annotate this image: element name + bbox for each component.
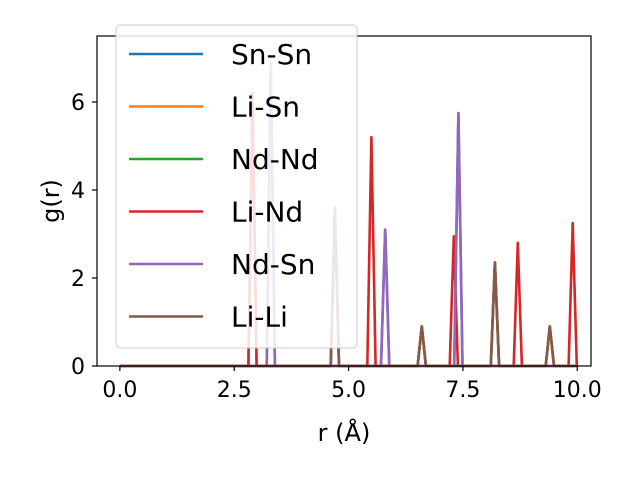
legend-label: Sn-Sn	[231, 38, 312, 71]
legend-label: Li-Sn	[231, 91, 300, 124]
y-axis-ticks: 0 2 4 6	[71, 91, 97, 380]
y-tick-label: 6	[71, 91, 85, 116]
y-tick-label: 0	[71, 355, 85, 380]
x-axis-ticks: 0.0 2.5 5.0 7.5 10.0	[102, 366, 602, 403]
y-axis-label: g(r)	[37, 179, 65, 223]
legend-label: Nd-Nd	[231, 143, 319, 176]
x-tick-label: 5.0	[331, 378, 366, 403]
legend-items: Sn-Sn Li-Sn Nd-Nd Li-Nd Nd-Sn Li-Li	[129, 38, 319, 334]
legend-label: Nd-Sn	[231, 248, 315, 281]
x-tick-label: 2.5	[217, 378, 252, 403]
y-tick-label: 4	[71, 179, 85, 204]
x-axis-label: r (Å)	[318, 418, 371, 447]
x-tick-label: 10.0	[553, 378, 602, 403]
legend-label: Li-Nd	[231, 196, 303, 229]
x-tick-label: 7.5	[445, 378, 480, 403]
legend: Sn-Sn Li-Sn Nd-Nd Li-Nd Nd-Sn Li-Li	[115, 24, 358, 349]
x-tick-label: 0.0	[102, 378, 137, 403]
y-tick-label: 2	[71, 267, 85, 292]
legend-label: Li-Li	[231, 301, 288, 334]
